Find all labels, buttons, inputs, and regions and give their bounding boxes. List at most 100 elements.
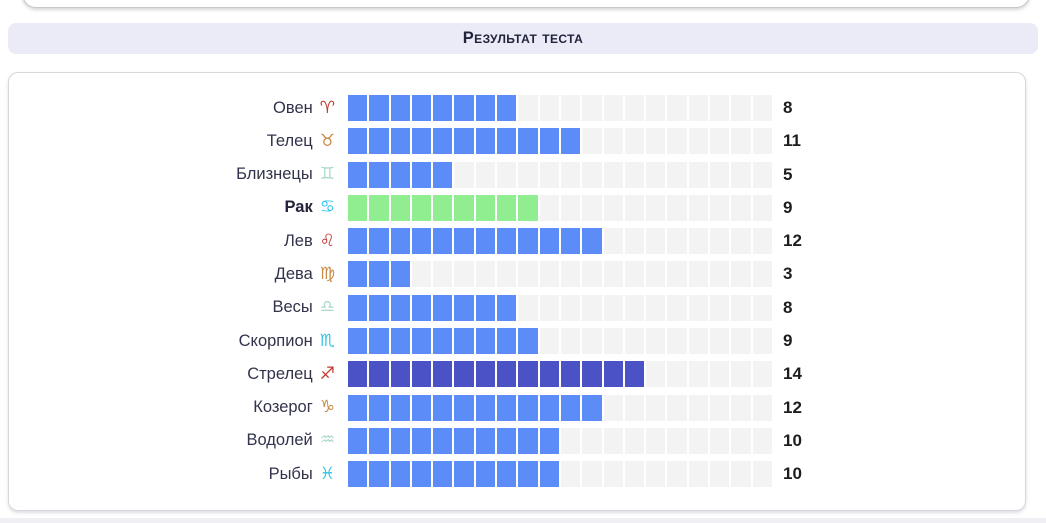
bar-segment [411,361,432,388]
zodiac-row: Скорпион ♏ 9 [9,328,1025,355]
score-bar [348,161,772,188]
bar-segment [731,328,751,355]
zodiac-row: Стрелец ♐ 14 [9,361,1025,388]
bar-segment [710,95,730,121]
bar-segment [646,361,666,388]
bar-segment [582,394,602,421]
bar-segment [539,128,559,155]
bar-segment [539,194,559,221]
bar-segment [454,194,474,221]
bar-segment [710,361,730,388]
pisces-icon: ♓ [319,463,335,484]
bar-segment [731,194,751,221]
bar-segment [497,95,517,121]
gemini-icon: ♊ [319,164,335,185]
bar-segment [475,128,496,155]
bar-segment [688,461,709,488]
zodiac-label-cell: Близнецы ♊ [9,165,348,184]
bar-segment [731,261,751,288]
score-value: 5 [783,164,793,184]
bar-segment [624,95,645,121]
bar-segment [624,261,645,288]
bar-segment [497,294,517,321]
zodiac-label: Рыбы [268,464,313,483]
bar-segment [731,361,751,388]
bar-segment [646,161,666,188]
zodiac-row: Овен ♈ 8 [9,95,1025,121]
zodiac-label: Близнецы [236,165,313,184]
bar-segment [411,328,432,355]
bar-segment [497,461,517,488]
page-title: Результат теста [462,29,584,47]
bar-segment [390,194,410,221]
bar-segment [603,427,623,454]
bar-segment [646,461,666,488]
leo-icon: ♌ [319,230,335,251]
score-bar [348,328,772,355]
bar-segment [454,95,474,121]
previous-card-bottom-edge [22,0,1030,8]
bar-segment [688,294,709,321]
bar-segment [390,128,410,155]
bar-segment [752,394,772,421]
zodiac-rows: Овен ♈ 8 Телец ♉ 11 Близнецы ♊ 5 Рак ♋ 9 Лев ♌ 12 Дева ♍… [9,95,1025,488]
score-bar [348,427,772,454]
bar-segment [433,394,453,421]
zodiac-label: Козерог [253,398,313,417]
bar-segment [497,161,517,188]
bar-segment [603,461,623,488]
bar-segment [560,261,581,288]
bar-segment [518,461,538,488]
zodiac-label: Водолей [246,431,313,450]
score-value: 8 [783,98,793,117]
bar-segment [710,394,730,421]
bar-segment [624,361,645,388]
bar-segment [348,261,368,288]
bar-segment [582,95,602,121]
bar-segment [667,194,687,221]
zodiac-row: Весы ♎ 8 [9,294,1025,321]
bar-segment [646,128,666,155]
bar-segment [560,194,581,221]
bar-segment [688,427,709,454]
bar-segment [369,361,389,388]
aries-icon: ♈ [319,97,335,118]
score-bar [348,128,772,155]
bar-segment [560,161,581,188]
score-bar [348,361,772,388]
score-value: 14 [783,364,802,384]
bar-segment [454,128,474,155]
bar-segment [752,427,772,454]
zodiac-label: Овен [273,98,313,117]
bar-segment [348,361,368,388]
score-bar [348,294,772,321]
zodiac-label: Стрелец [247,364,313,383]
bar-segment [475,228,496,255]
bar-segment [411,194,432,221]
bar-segment [752,194,772,221]
taurus-icon: ♉ [319,130,335,151]
bar-segment [603,194,623,221]
bar-segment [433,228,453,255]
score-bar [348,194,772,221]
bar-segment [667,161,687,188]
bar-segment [710,161,730,188]
bar-segment [518,161,538,188]
bar-segment [603,261,623,288]
bar-segment [369,128,389,155]
bar-segment [667,228,687,255]
bar-segment [369,95,389,121]
bar-segment [518,95,538,121]
virgo-icon: ♍ [319,263,335,284]
bar-segment [518,328,538,355]
score-value: 12 [783,397,802,417]
bar-segment [646,394,666,421]
bar-segment [646,228,666,255]
bar-segment [390,294,410,321]
bar-segment [731,294,751,321]
bar-segment [348,394,368,421]
zodiac-label: Весы [272,298,313,317]
bar-segment [582,361,602,388]
bar-segment [433,361,453,388]
bar-segment [731,128,751,155]
